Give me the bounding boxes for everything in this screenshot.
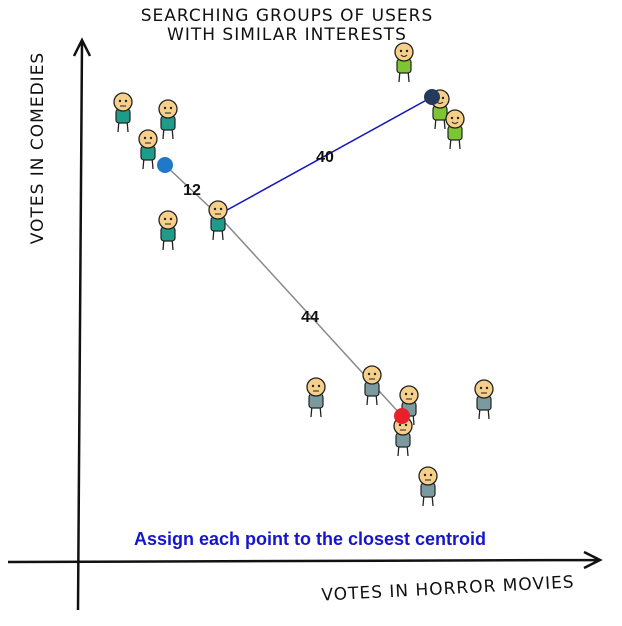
- centroid: [424, 89, 440, 105]
- distance-label: 12: [183, 182, 201, 199]
- title-line: with similar interests: [167, 25, 407, 45]
- title-line: Searching groups of users: [141, 6, 433, 26]
- caption: Assign each point to the closest centroi…: [134, 529, 486, 549]
- distance-label: 40: [316, 149, 334, 166]
- distance-line: [217, 96, 433, 216]
- people: [113, 42, 494, 507]
- distance-label: 44: [301, 309, 319, 326]
- y-axis: [72, 37, 92, 611]
- centroid: [394, 408, 410, 424]
- x-axis-label: Votes in horror movies: [321, 572, 575, 605]
- x-axis: [7, 550, 603, 570]
- y-axis-label: Votes in comedies: [28, 52, 48, 244]
- centroid: [157, 157, 173, 173]
